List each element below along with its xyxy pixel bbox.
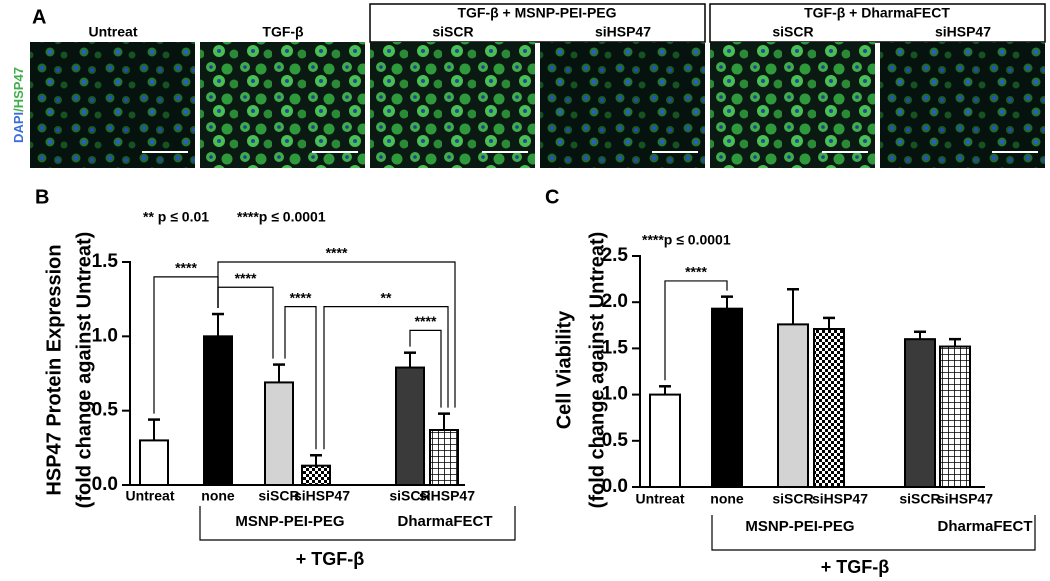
x-tick-label: siSCR [899,491,940,507]
column-label: siSCR [772,24,813,40]
group-bracket [711,515,1036,551]
group-label: DharmaFECT [937,518,1032,535]
micrograph [540,42,705,168]
panel-label: B [35,186,49,208]
bar [395,366,425,487]
x-tick-label: Untreat [635,491,684,507]
column-label: TGF-β [262,24,304,40]
column-label: siHSP47 [935,24,991,40]
group-box [709,3,1046,43]
y-axis-title: HSP47 Protein Expression [43,244,65,495]
y-axis-title: (fold change against Untreat) [73,232,95,509]
panel-label: C [545,186,559,208]
y-tick-label: 2.5 [602,245,629,266]
micrograph [200,42,365,168]
x-tick-label: siHSP47 [812,491,868,507]
y-tick-label: 0.5 [602,430,629,451]
x-tick-label: siSCR [772,491,813,507]
bar [264,381,294,487]
x-tick-label: siSCR [389,488,430,504]
y-tick-label: 1.0 [602,384,628,405]
micrograph [880,42,1045,168]
bar [777,323,809,488]
bar [939,345,971,488]
bar [139,439,169,486]
x-tick-label: none [201,488,235,504]
column-label: Untreat [88,24,137,40]
bar [301,464,331,487]
group-title: TGF-β + MSNP-PEI-PEG [457,5,616,21]
significance-note: ****p ≤ 0.0001 [237,209,326,225]
significance-label: **** [326,245,348,261]
significance-label: **** [415,313,437,329]
significance-bracket [284,306,317,450]
x-tick-label: Untreat [125,488,174,504]
dapi-label: DAPI [11,112,26,143]
bar [429,428,459,487]
bar [203,335,233,487]
x-tick-label: siHSP47 [937,491,993,507]
significance-bracket [217,261,456,408]
column-label: siHSP47 [595,24,651,40]
significance-bracket [409,329,442,408]
bar [711,307,743,488]
significance-note: ** p ≤ 0.01 [143,209,209,225]
group-bracket [199,506,516,541]
micrograph [30,42,195,168]
y-tick-label: 1.0 [92,325,118,346]
treatment-label: + TGF-β [821,557,889,577]
micrograph [370,42,535,168]
bar [649,393,681,489]
bar [813,327,845,488]
column-label: siSCR [432,24,473,40]
y-tick-label: 0.5 [92,400,119,421]
treatment-label: + TGF-β [296,549,364,569]
panel-label: A [32,6,46,28]
y-tick-label: 0.0 [602,476,628,497]
significance-note: ****p ≤ 0.0001 [642,232,731,248]
y-axis-title: Cell Viability [553,310,575,429]
y-tick-label: 1.5 [602,337,629,358]
group-label: DharmaFECT [397,513,492,530]
micrograph [710,42,875,168]
significance-label: **** [290,289,312,305]
y-tick-label: 0.0 [92,474,118,495]
significance-bracket [664,280,728,381]
group-label: MSNP-PEI-PEG [745,518,854,535]
group-label: MSNP-PEI-PEG [235,513,344,530]
y-tick-label: 2.0 [602,291,628,312]
significance-label: ** [381,289,392,305]
x-tick-label: none [710,491,744,507]
significance-label: **** [175,260,197,276]
hsp47-label: /HSP47 [11,67,26,112]
significance-label: **** [685,264,707,280]
stain-label: DAPI/HSP47 [11,67,26,143]
group-box [369,3,706,43]
x-tick-label: siHSP47 [419,488,475,504]
group-title: TGF-β + DharmaFECT [804,5,950,21]
x-tick-label: siSCR [258,488,299,504]
bar [904,338,936,488]
significance-bracket [323,306,449,450]
y-tick-label: 1.5 [92,251,119,272]
significance-label: **** [235,270,257,286]
panel-a: A DAPI/HSP47 TGF-β + MSNP-PEI-PEG TGF-β … [11,3,1046,143]
x-tick-label: siHSP47 [294,488,350,504]
y-axis-title: (fold change against Untreat) [586,232,608,509]
